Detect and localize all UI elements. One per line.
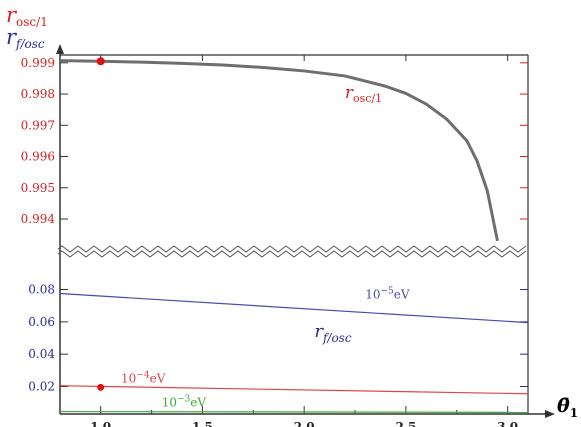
x-tick-label: 2.5 xyxy=(395,420,416,427)
series-label-rosc: rosc/1 xyxy=(345,83,382,105)
y-tick-label: 0.997 xyxy=(21,118,55,132)
top-panel-series: rosc/1 xyxy=(59,57,499,242)
bottom-panel-series: 10−5eV 10−4eV 10−3eV rf/osc xyxy=(59,286,529,413)
y-tick-label: 0.998 xyxy=(21,87,55,101)
bottom-panel-y-ticks: 0.02 0.04 0.06 0.08 xyxy=(28,282,528,394)
top-y-axis-label: rosc/1 xyxy=(6,3,48,29)
series-line-rosc xyxy=(59,59,499,242)
y-tick-label: 0.02 xyxy=(28,380,55,394)
bottom-y-axis-label: rf/osc xyxy=(6,25,45,51)
series-group-label-rf: rf/osc xyxy=(314,321,351,345)
axis-break-upper xyxy=(57,245,527,253)
y-tick-label: 0.999 xyxy=(21,56,55,70)
y-tick-label: 0.08 xyxy=(28,282,55,296)
top-panel-y-ticks: 0.994 0.995 0.996 0.997 0.998 0.999 xyxy=(21,56,528,226)
y-tick-label: 0.994 xyxy=(21,212,56,226)
series-label: 10−4eV xyxy=(121,370,166,385)
x-tick-label: 2.0 xyxy=(294,420,315,427)
y-tick-label: 0.996 xyxy=(21,150,55,164)
series-line xyxy=(59,410,529,413)
series-label: 10−3eV xyxy=(162,395,207,410)
series-label: 10−5eV xyxy=(365,286,410,301)
y-axis-arrow xyxy=(56,44,64,54)
x-tick-label: 1.0 xyxy=(90,420,111,427)
marker-bottom xyxy=(97,383,105,391)
x-tick-label: 1.5 xyxy=(192,420,213,427)
axis-break-lower xyxy=(57,250,527,258)
y-tick-label: 0.04 xyxy=(28,347,55,361)
series-line xyxy=(59,385,529,395)
marker-top xyxy=(96,57,105,66)
x-axis-label: θ̄1 xyxy=(557,395,578,420)
y-tick-label: 0.06 xyxy=(28,315,55,329)
x-tick-label: 3.0 xyxy=(497,420,518,427)
x-axis-arrow xyxy=(545,410,555,418)
series-line xyxy=(59,292,529,324)
y-tick-label: 0.995 xyxy=(21,181,55,195)
